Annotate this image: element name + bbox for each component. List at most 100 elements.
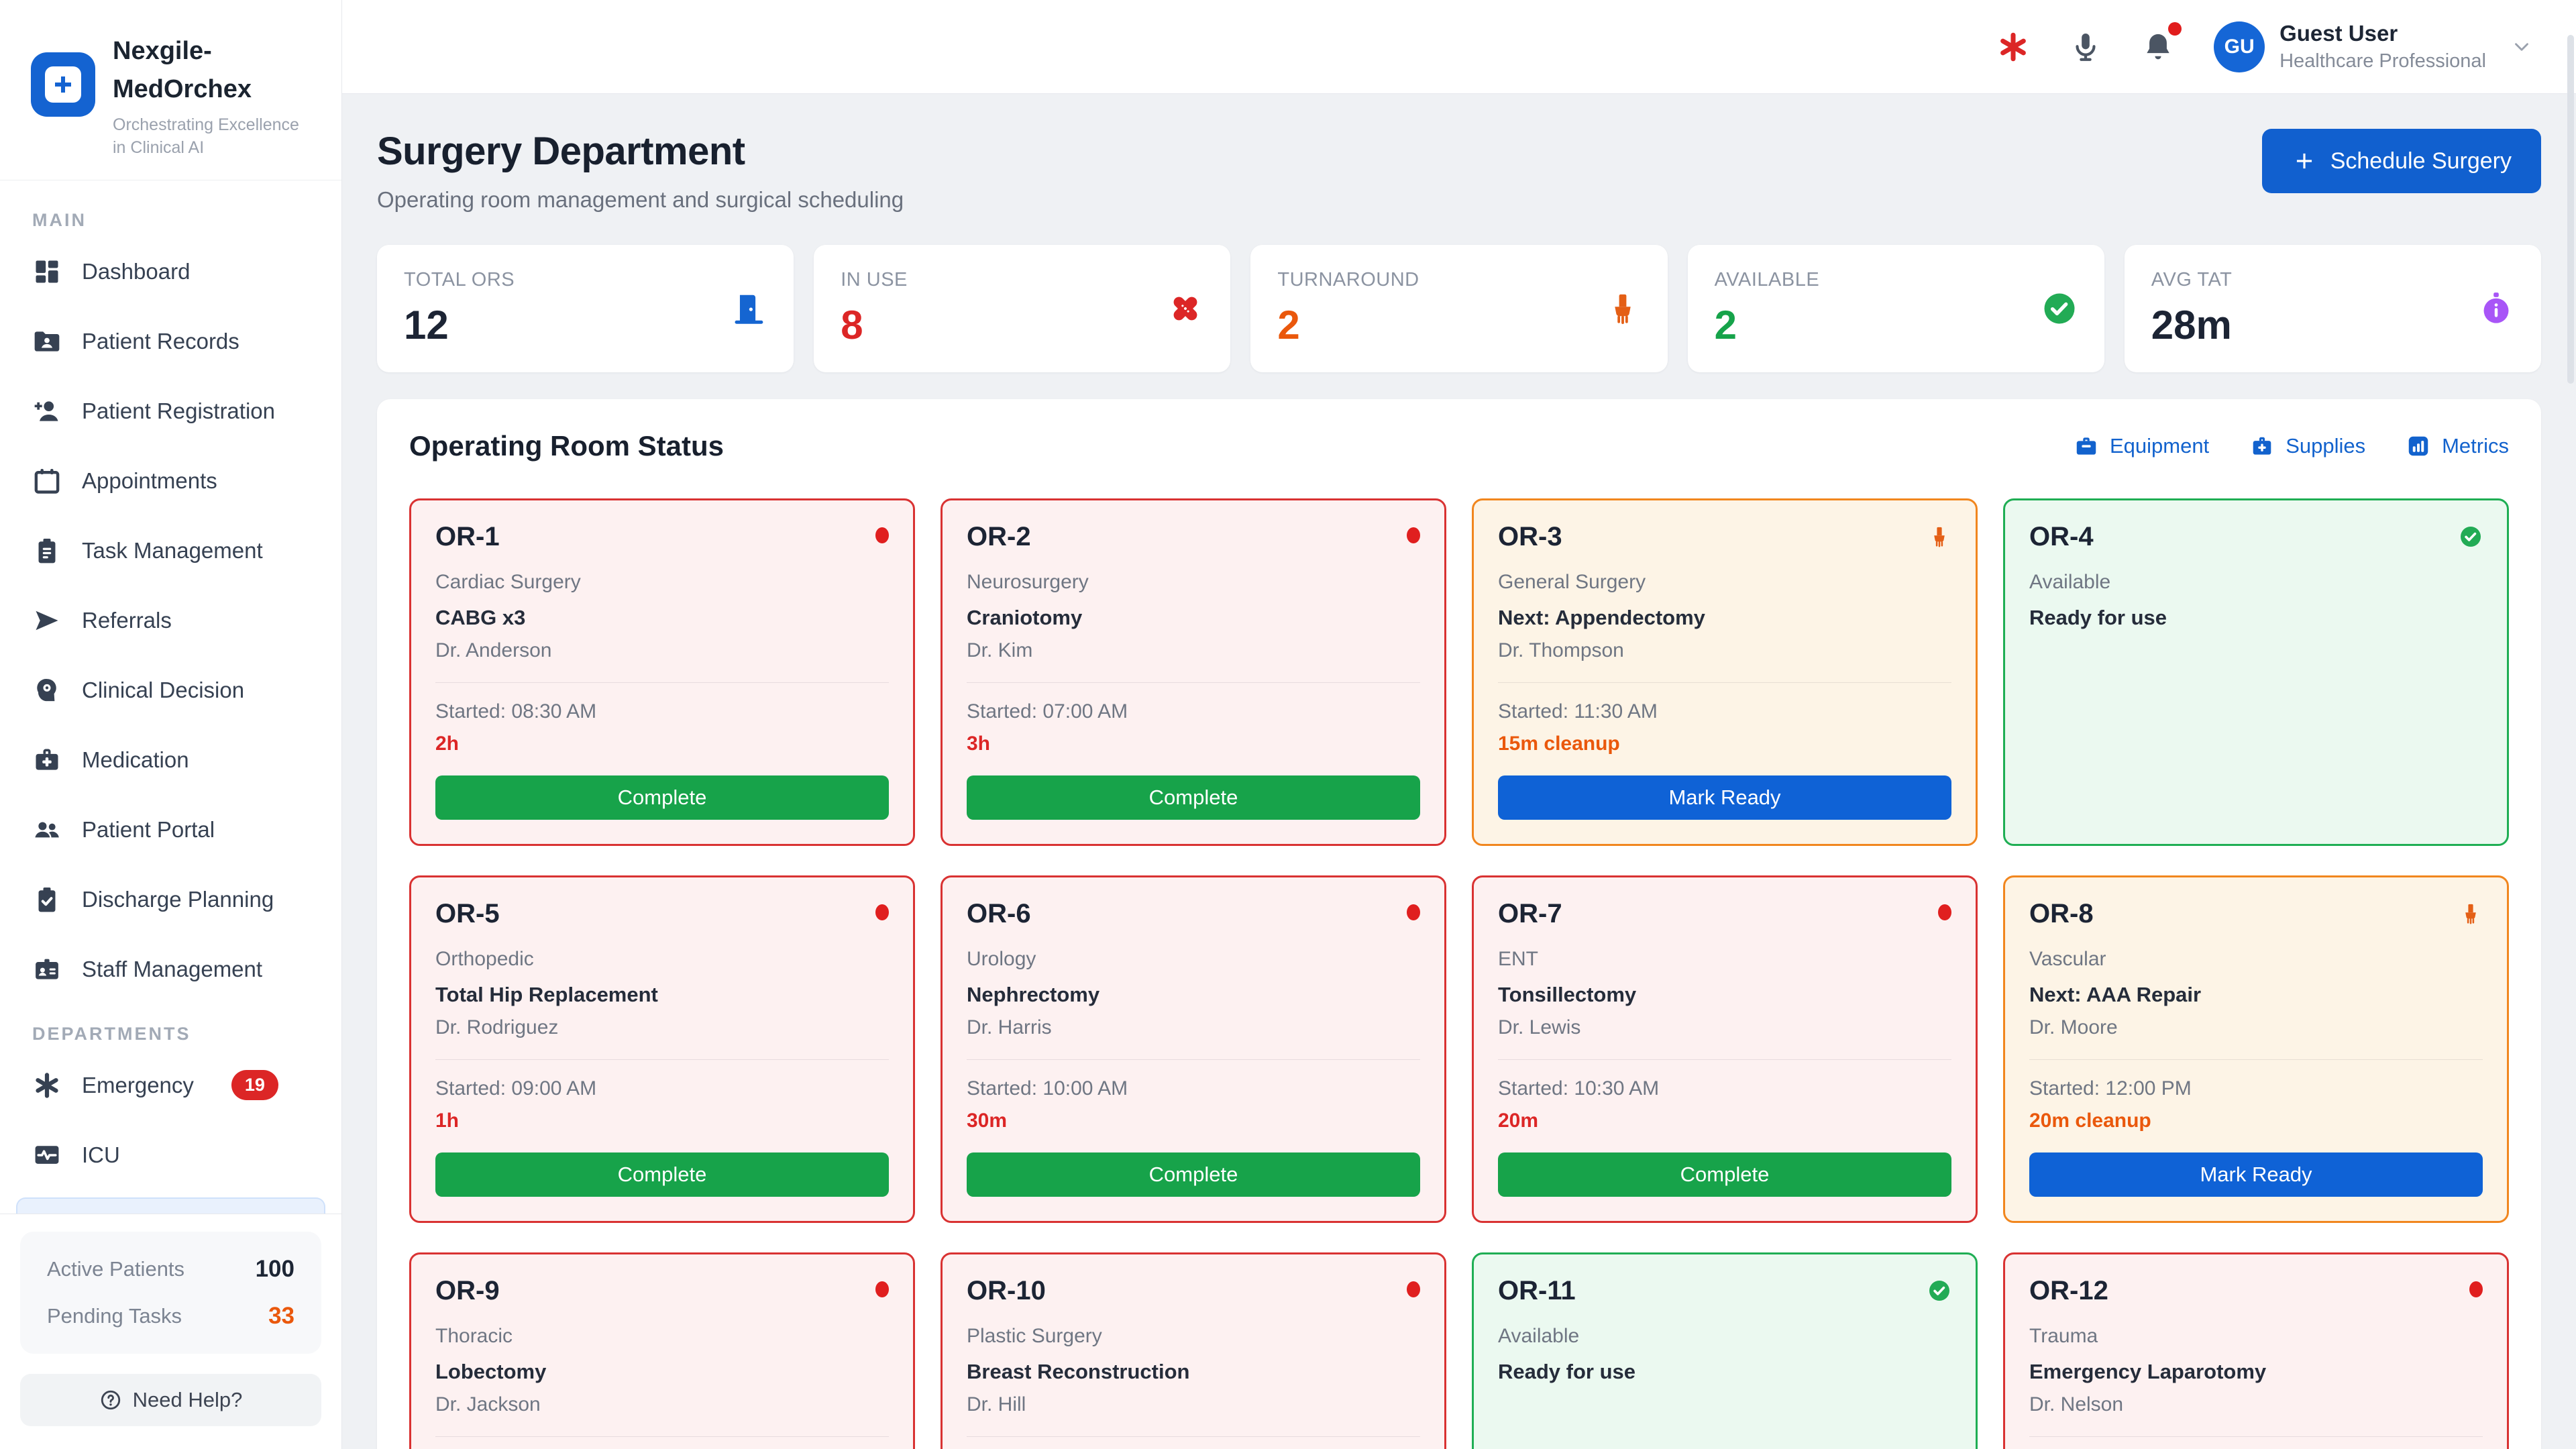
- in-use-dot-icon: [875, 904, 889, 920]
- complete-button[interactable]: Complete: [1498, 1152, 1951, 1197]
- complete-button[interactable]: Complete: [435, 1152, 889, 1197]
- sidebar-item-label: Emergency: [82, 1072, 194, 1097]
- sidebar-item-surgery-partial[interactable]: [16, 1197, 325, 1214]
- scrollbar-thumb[interactable]: [2567, 35, 2574, 384]
- in-use-dot-icon: [875, 1281, 889, 1297]
- microphone-icon[interactable]: [2069, 30, 2102, 64]
- or-grid: OR-1 Cardiac Surgery CABG x3 Dr. Anderson…: [409, 498, 2509, 1449]
- nav-section-label-departments: DEPARTMENTS: [32, 1023, 191, 1044]
- sidebar-item-referrals[interactable]: Referrals: [16, 594, 325, 647]
- or-id: OR-11: [1498, 1276, 1576, 1305]
- or-started: Started: 11:30 AM: [1498, 700, 1658, 722]
- app-logo: [31, 52, 95, 117]
- topbar: GU Guest User Healthcare Professional: [342, 0, 2576, 94]
- sidebar-item-clinical-decision[interactable]: Clinical Decision: [16, 664, 325, 716]
- sidebar-item-medication[interactable]: Medication: [16, 734, 325, 786]
- sidebar-item-label: Patient Registration: [82, 398, 275, 423]
- sidebar-item-task-management[interactable]: Task Management: [16, 525, 325, 577]
- sidebar-item-label: Referrals: [82, 607, 172, 633]
- or-specialty: ENT: [1498, 948, 1538, 970]
- or-procedure: Nephrectomy: [967, 983, 1100, 1006]
- stat-label: TURNAROUND: [1277, 269, 1419, 290]
- or-procedure: Tonsillectomy: [1498, 983, 1637, 1006]
- sidebar-item-label: Appointments: [82, 468, 217, 493]
- or-specialty: Vascular: [2029, 948, 2106, 970]
- in-use-dot-icon: [1938, 904, 1951, 920]
- pending-tasks-value: 33: [268, 1303, 294, 1329]
- folder-user-icon: [32, 327, 62, 356]
- or-id: OR-8: [2029, 899, 2094, 928]
- complete-button[interactable]: Complete: [967, 1152, 1420, 1197]
- or-status-section: Operating Room Status Equipment Supplies…: [377, 399, 2541, 1449]
- schedule-surgery-button[interactable]: Schedule Surgery: [2261, 129, 2541, 193]
- user-menu[interactable]: GU Guest User Healthcare Professional: [2214, 21, 2533, 72]
- cleanup-brush-icon: [1927, 525, 1951, 549]
- or-card-or-2: OR-2 Neurosurgery Craniotomy Dr. Kim Star…: [941, 498, 1446, 846]
- or-duration: 15m cleanup: [1498, 733, 1620, 755]
- emergency-asterisk-icon[interactable]: [1996, 30, 2030, 64]
- or-card-top: OR-2: [967, 522, 1420, 552]
- or-card-or-5: OR-5 Orthopedic Total Hip Replacement Dr.…: [409, 875, 915, 1223]
- clipboard-list-icon: [32, 536, 62, 566]
- or-card-or-4: OR-4 Available Ready for use: [2003, 498, 2509, 846]
- or-duration: 30m: [967, 1110, 1008, 1132]
- stat-label: AVG TAT: [2151, 269, 2233, 290]
- or-status-links: Equipment Supplies Metrics: [2074, 433, 2509, 459]
- sidebar-item-dashboard[interactable]: Dashboard: [16, 246, 325, 298]
- mark-ready-button[interactable]: Mark Ready: [1498, 775, 1951, 820]
- or-procedure: Next: AAA Repair: [2029, 983, 2202, 1006]
- brand-name: Nexgile-MedOrchex: [113, 37, 252, 103]
- stopwatch-icon: [2478, 290, 2514, 327]
- complete-button[interactable]: Complete: [967, 775, 1420, 820]
- sidebar-item-appointments[interactable]: Appointments: [16, 455, 325, 507]
- sidebar-item-label: ICU: [82, 1142, 120, 1167]
- medical-cross-icon: [45, 66, 81, 103]
- divider: [2029, 1436, 2483, 1437]
- complete-button[interactable]: Complete: [435, 775, 889, 820]
- sidebar-item-patient-portal[interactable]: Patient Portal: [16, 804, 325, 856]
- stat-label: IN USE: [841, 269, 908, 290]
- sidebar-item-emergency[interactable]: Emergency 19: [16, 1059, 325, 1112]
- link-label: Equipment: [2109, 434, 2210, 458]
- sidebar-item-discharge-planning[interactable]: Discharge Planning: [16, 873, 325, 926]
- clipboard-check-icon: [32, 885, 62, 914]
- or-status-header: Operating Room Status Equipment Supplies…: [409, 430, 2509, 462]
- or-doctor: Dr. Harris: [967, 1016, 1052, 1038]
- or-doctor: Dr. Rodriguez: [435, 1016, 559, 1038]
- mark-ready-button[interactable]: Mark Ready: [2029, 1152, 2483, 1197]
- active-patients-value: 100: [255, 1256, 294, 1282]
- sidebar-item-label: Staff Management: [82, 956, 263, 981]
- stat-value: 8: [841, 303, 863, 347]
- supplies-link[interactable]: Supplies: [2249, 433, 2365, 459]
- or-card-top: OR-7: [1498, 899, 1951, 929]
- divider: [435, 1436, 889, 1437]
- stat-value: 2: [1714, 303, 1737, 347]
- equipment-link[interactable]: Equipment: [2074, 433, 2209, 459]
- or-specialty: Neurosurgery: [967, 571, 1089, 593]
- or-card-top: OR-10: [967, 1276, 1420, 1306]
- or-status-title: Operating Room Status: [409, 430, 724, 462]
- sidebar-item-icu[interactable]: ICU: [16, 1129, 325, 1181]
- sidebar-item-patient-records[interactable]: Patient Records: [16, 315, 325, 368]
- sidebar-item-patient-registration[interactable]: Patient Registration: [16, 385, 325, 437]
- stat-card-available: AVAILABLE 2: [1687, 245, 2104, 372]
- sidebar-item-label: Dashboard: [82, 258, 191, 284]
- user-role: Healthcare Professional: [2279, 50, 2486, 72]
- brush-icon: [1605, 290, 1641, 327]
- or-procedure: Breast Reconstruction: [967, 1360, 1190, 1383]
- notifications-bell-icon[interactable]: [2141, 21, 2182, 64]
- or-specialty: Plastic Surgery: [967, 1325, 1102, 1347]
- need-help-button[interactable]: Need Help?: [20, 1374, 321, 1426]
- or-doctor: Dr. Thompson: [1498, 639, 1624, 661]
- or-card-top: OR-12: [2029, 1276, 2483, 1306]
- or-card-or-7: OR-7 ENT Tonsillectomy Dr. Lewis Started:…: [1472, 875, 1978, 1223]
- metrics-link[interactable]: Metrics: [2406, 433, 2509, 459]
- need-help-label: Need Help?: [132, 1388, 243, 1411]
- asterisk-icon: [32, 1071, 62, 1100]
- or-card-top: OR-4: [2029, 522, 2483, 552]
- notification-dot: [2168, 21, 2182, 36]
- sidebar-item-staff-management[interactable]: Staff Management: [16, 943, 325, 996]
- or-card-top: OR-9: [435, 1276, 889, 1306]
- nav-section-label-main: MAIN: [32, 209, 87, 230]
